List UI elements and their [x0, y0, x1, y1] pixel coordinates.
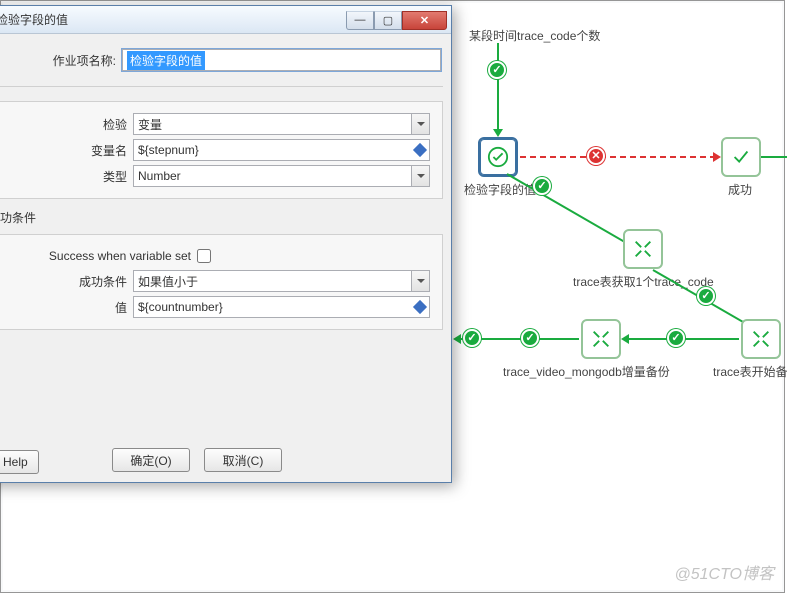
dialog-check-field-value: 检验字段的值 ― ▢ ✕ 作业项名称: 检验字段的值 检验	[0, 5, 452, 483]
arrow-left-1	[621, 334, 629, 344]
name-input[interactable]: 检验字段的值	[122, 49, 441, 71]
ok-button[interactable]: 确定(O)	[112, 448, 190, 472]
success-when-set-checkbox[interactable]	[197, 249, 211, 263]
converge-icon	[632, 238, 654, 260]
watermark: @51CTO博客	[674, 560, 774, 584]
group-success: Success when variable set 成功条件 如果值小于 值 $…	[0, 234, 443, 330]
check-glyph: ✓	[537, 181, 546, 192]
converge-icon	[750, 328, 772, 350]
arrow-right-red	[713, 152, 721, 162]
node-trace1-label: trace表获取1个trace_code	[573, 273, 714, 290]
check-circle-icon	[487, 146, 509, 168]
titlebar[interactable]: 检验字段的值 ― ▢ ✕	[0, 6, 451, 34]
close-button[interactable]: ✕	[402, 11, 447, 30]
status-ball-red: ✕	[587, 147, 605, 165]
variable-picker-icon[interactable]	[413, 300, 427, 314]
status-ball-diag1: ✓	[533, 177, 551, 195]
var-name-label: 变量名	[7, 142, 133, 159]
node-backup-label: trace表开始备份	[713, 363, 787, 380]
node-video-label: trace_video_mongodb增量备份	[503, 363, 670, 380]
check-type-value: 变量	[138, 116, 162, 133]
dialog-body: 作业项名称: 检验字段的值 检验 变量 变量名	[0, 34, 451, 482]
variable-picker-icon[interactable]	[413, 143, 427, 157]
maximize-button[interactable]: ▢	[374, 11, 402, 30]
status-ball-h2: ✓	[521, 329, 539, 347]
node-success[interactable]	[721, 137, 761, 177]
edge-top-to-check	[497, 43, 499, 135]
var-name-value: ${stepnum}	[138, 143, 199, 157]
success-cond-label: 成功条件	[7, 273, 133, 290]
cancel-button[interactable]: 取消(C)	[204, 448, 282, 472]
converge-icon	[590, 328, 612, 350]
dialog-title: 检验字段的值	[0, 11, 346, 28]
node-video[interactable]	[581, 319, 621, 359]
success-cond-value: 如果值小于	[138, 273, 198, 290]
node-backup[interactable]	[741, 319, 781, 359]
success-cond-select[interactable]: 如果值小于	[133, 270, 430, 292]
status-ball-diag2: ✓	[697, 287, 715, 305]
dropdown-icon[interactable]	[411, 271, 429, 291]
type-label: 类型	[7, 168, 133, 185]
check-glyph: ✓	[467, 333, 476, 344]
success-when-set-label: Success when variable set	[7, 249, 197, 263]
check-glyph: ✓	[525, 333, 534, 344]
value-value: ${countnumber}	[138, 300, 223, 314]
type-select[interactable]: Number	[133, 165, 430, 187]
dropdown-icon[interactable]	[411, 166, 429, 186]
dropdown-icon[interactable]	[411, 114, 429, 134]
var-name-input[interactable]: ${stepnum}	[133, 139, 430, 161]
node-top-label: 某段时间trace_code个数	[469, 27, 600, 44]
arrow-down-1	[493, 129, 503, 137]
node-success-label: 成功	[728, 181, 752, 198]
cancel-label: 取消(C)	[223, 452, 264, 469]
edge-success-right	[761, 156, 787, 158]
x-glyph: ✕	[591, 151, 600, 162]
name-label: 作业项名称:	[0, 52, 122, 69]
name-value: 检验字段的值	[127, 51, 205, 70]
separator	[0, 86, 443, 87]
minimize-button[interactable]: ―	[346, 11, 374, 30]
value-label: 值	[7, 299, 133, 316]
check-glyph: ✓	[701, 291, 710, 302]
status-ball-top: ✓	[488, 61, 506, 79]
edge-check-to-success	[520, 156, 716, 158]
status-ball-h1: ✓	[667, 329, 685, 347]
check-type-select[interactable]: 变量	[133, 113, 430, 135]
ok-label: 确定(O)	[130, 452, 171, 469]
check-glyph: ✓	[492, 65, 501, 76]
node-check-field[interactable]	[478, 137, 518, 177]
group-check: 检验 变量 变量名 ${stepnum} 类型 Num	[0, 101, 443, 199]
check-glyph: ✓	[671, 333, 680, 344]
check-icon	[730, 146, 752, 168]
node-trace1[interactable]	[623, 229, 663, 269]
type-value: Number	[138, 169, 181, 183]
value-input[interactable]: ${countnumber}	[133, 296, 430, 318]
edge-check-to-trace1	[507, 173, 638, 250]
check-type-label: 检验	[7, 116, 133, 133]
success-section-title: 成功条件	[0, 209, 441, 230]
arrow-left-2	[453, 334, 461, 344]
status-ball-h3: ✓	[463, 329, 481, 347]
